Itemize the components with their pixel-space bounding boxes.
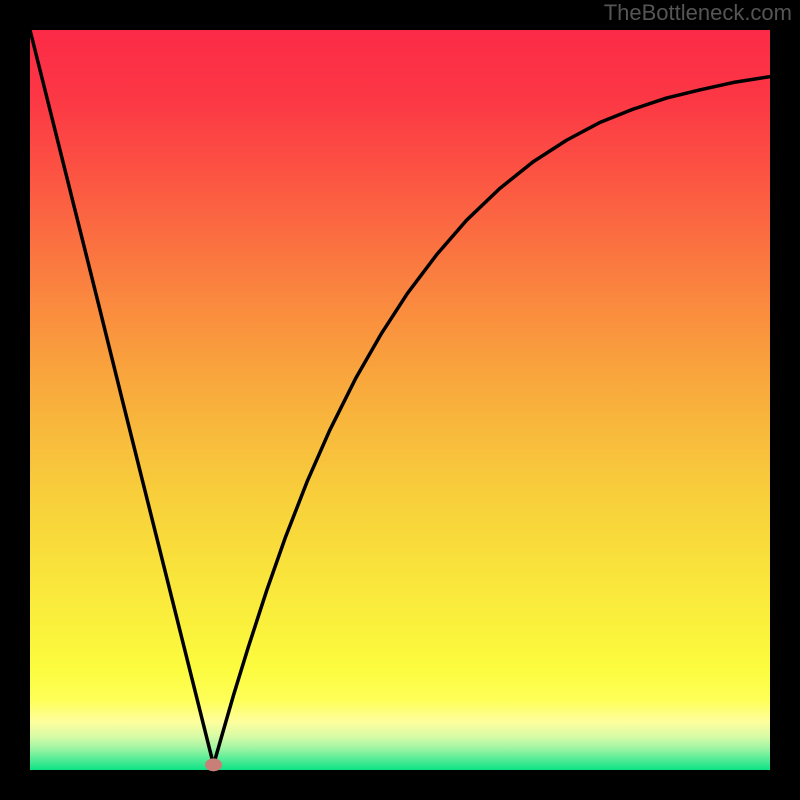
bottleneck-chart-svg [0, 0, 800, 800]
optimal-point-marker [205, 758, 222, 771]
plot-area-background [30, 30, 770, 770]
chart-container: TheBottleneck.com [0, 0, 800, 800]
